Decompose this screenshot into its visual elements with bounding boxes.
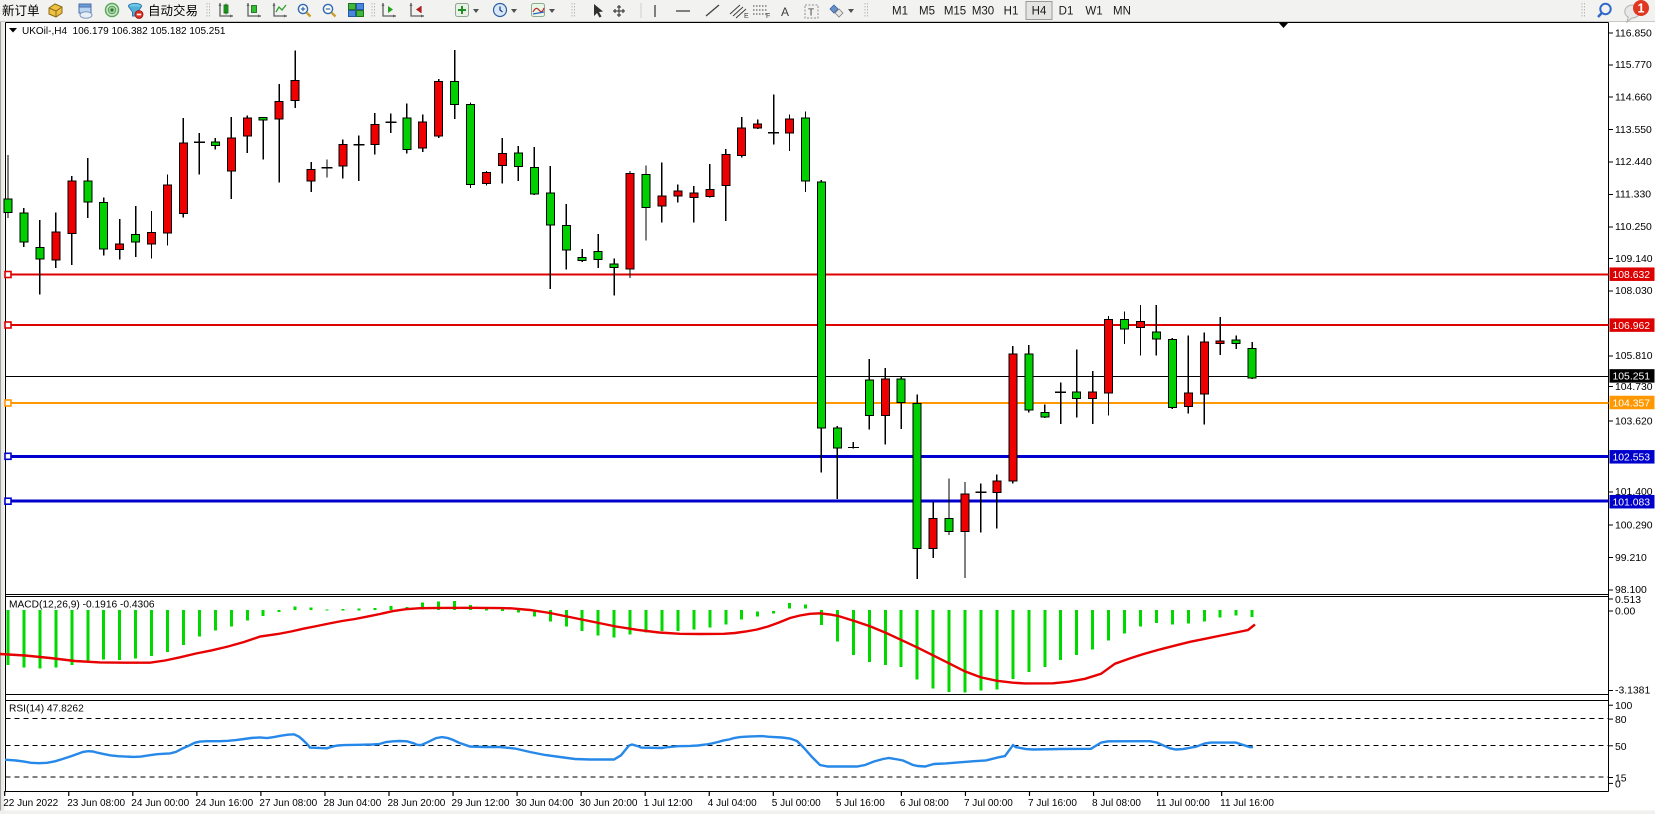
svg-text:105.251: 105.251 [1613, 372, 1651, 383]
svg-text:30 Jun 04:00: 30 Jun 04:00 [516, 798, 574, 809]
svg-text:112.440: 112.440 [1615, 157, 1652, 168]
svg-text:0.513: 0.513 [1615, 595, 1641, 606]
svg-text:27 Jun 08:00: 27 Jun 08:00 [259, 798, 317, 809]
svg-text:新订单: 新订单 [2, 3, 40, 18]
svg-text:110.250: 110.250 [1615, 222, 1652, 233]
svg-text:0.00: 0.00 [1615, 607, 1635, 618]
svg-text:101.083: 101.083 [1613, 498, 1651, 509]
svg-text:109.140: 109.140 [1615, 254, 1653, 265]
svg-text:4 Jul 04:00: 4 Jul 04:00 [708, 798, 757, 809]
svg-text:103.620: 103.620 [1615, 417, 1653, 428]
svg-text:11 Jul 00:00: 11 Jul 00:00 [1156, 798, 1210, 809]
svg-text:5 Jul 16:00: 5 Jul 16:00 [836, 798, 885, 809]
svg-text:11 Jul 16:00: 11 Jul 16:00 [1220, 798, 1274, 809]
svg-text:0: 0 [1615, 779, 1621, 790]
svg-text:H1: H1 [1004, 6, 1019, 18]
svg-text:8 Jul 08:00: 8 Jul 08:00 [1092, 798, 1141, 809]
svg-text:98.100: 98.100 [1615, 585, 1647, 596]
svg-text:113.550: 113.550 [1615, 125, 1652, 136]
svg-text:F: F [766, 13, 770, 20]
svg-text:108.030: 108.030 [1615, 286, 1653, 297]
svg-text:29 Jun 12:00: 29 Jun 12:00 [452, 798, 510, 809]
svg-text:T: T [808, 8, 814, 19]
svg-text:102.553: 102.553 [1613, 453, 1651, 464]
svg-text:24 Jun 00:00: 24 Jun 00:00 [131, 798, 189, 809]
svg-text:A: A [781, 5, 789, 19]
svg-text:116.850: 116.850 [1615, 28, 1652, 39]
svg-text:30 Jun 20:00: 30 Jun 20:00 [580, 798, 638, 809]
svg-text:101.400: 101.400 [1615, 487, 1653, 498]
svg-text:M5: M5 [919, 6, 935, 18]
svg-text:111.330: 111.330 [1615, 190, 1651, 201]
svg-text:RSI(14) 47.8262: RSI(14) 47.8262 [9, 704, 84, 715]
svg-text:22 Jun 2022: 22 Jun 2022 [3, 798, 58, 809]
svg-text:7 Jul 00:00: 7 Jul 00:00 [964, 798, 1013, 809]
svg-text:104.730: 104.730 [1615, 382, 1653, 393]
svg-text:100.290: 100.290 [1615, 520, 1653, 531]
svg-text:UKOil-,H4 106.179 106.382 105: UKOil-,H4 106.179 106.382 105.182 105.25… [22, 26, 226, 37]
svg-text:104.357: 104.357 [1613, 398, 1651, 409]
svg-text:106.962: 106.962 [1613, 321, 1651, 332]
svg-text:23 Jun 08:00: 23 Jun 08:00 [67, 798, 125, 809]
svg-text:M15: M15 [944, 6, 966, 18]
svg-text:MACD(12,26,9) -0.1916 -0.4306: MACD(12,26,9) -0.1916 -0.4306 [9, 600, 155, 611]
svg-text:-3.1381: -3.1381 [1615, 686, 1650, 697]
svg-text:自动交易: 自动交易 [148, 3, 198, 18]
svg-text:99.210: 99.210 [1615, 553, 1647, 564]
svg-text:6 Jul 08:00: 6 Jul 08:00 [900, 798, 949, 809]
svg-text:105.810: 105.810 [1615, 351, 1653, 362]
svg-text:H4: H4 [1032, 6, 1047, 18]
svg-text:MN: MN [1113, 6, 1131, 18]
svg-text:28 Jun 20:00: 28 Jun 20:00 [388, 798, 446, 809]
svg-text:50: 50 [1615, 742, 1627, 753]
svg-text:7 Jul 16:00: 7 Jul 16:00 [1028, 798, 1077, 809]
svg-text:5 Jul 00:00: 5 Jul 00:00 [772, 798, 821, 809]
svg-text:108.632: 108.632 [1613, 270, 1651, 281]
svg-text:24 Jun 16:00: 24 Jun 16:00 [195, 798, 253, 809]
svg-text:15: 15 [1615, 774, 1627, 785]
svg-text:115.770: 115.770 [1615, 60, 1652, 71]
svg-text:80: 80 [1615, 715, 1627, 726]
svg-text:114.660: 114.660 [1615, 92, 1652, 103]
svg-text:1: 1 [1638, 2, 1645, 16]
svg-text:M30: M30 [972, 6, 994, 18]
svg-text:W1: W1 [1085, 6, 1102, 18]
svg-text:M1: M1 [892, 6, 908, 18]
svg-text:1 Jul 12:00: 1 Jul 12:00 [644, 798, 693, 809]
svg-text:100: 100 [1615, 701, 1633, 712]
svg-text:E: E [744, 13, 749, 20]
svg-text:D1: D1 [1059, 6, 1074, 18]
svg-text:28 Jun 04:00: 28 Jun 04:00 [323, 798, 381, 809]
